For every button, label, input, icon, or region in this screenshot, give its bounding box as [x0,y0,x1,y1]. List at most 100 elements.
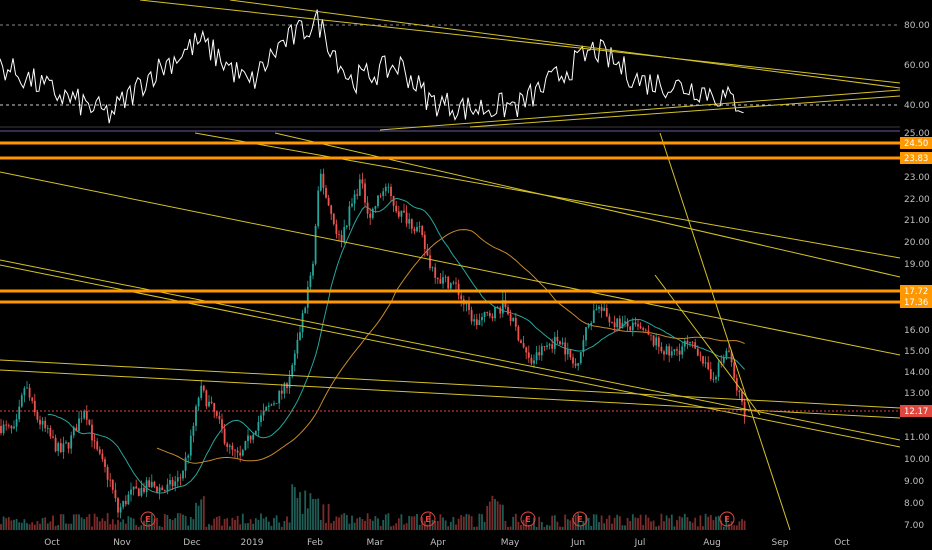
candle-body [392,196,395,206]
earnings-marker[interactable]: E [719,511,735,527]
candle-body [639,326,642,328]
volume-bar [579,526,582,530]
volume-bar [741,519,743,530]
candle-body [93,440,96,442]
candle-body [135,486,138,489]
trendline[interactable] [469,95,901,128]
trendline[interactable] [0,171,901,356]
time-axis-label: May [501,538,520,548]
rsi-scale-label: 60.00 [904,61,930,71]
volume-bar [153,518,156,530]
candle-body [140,487,143,496]
candle-body [369,213,372,218]
trendline[interactable] [659,132,791,531]
volume-bar [475,526,478,530]
volume-bar [124,523,127,530]
volume-bar [31,522,34,530]
trendline[interactable] [0,359,901,409]
candle-body [236,450,239,453]
level-price-tag[interactable] [900,137,932,149]
time-axis-label: Oct [834,538,850,548]
candle-body [18,406,21,420]
volume-bar [452,516,455,530]
level-price-tag[interactable] [900,152,932,164]
trendline[interactable] [379,89,901,131]
volume-bar [145,516,148,530]
price-level-line[interactable] [0,300,900,304]
volume-bar [101,518,104,530]
earnings-marker[interactable]: E [420,511,436,527]
volume-bar [712,520,715,530]
volume-bar [447,526,450,530]
price-axis[interactable]: 80.00 60.00 40.00 25.00 23.00 22.00 21.00 20.00… [900,0,932,550]
candle-body [163,490,166,491]
candle-body [67,442,70,449]
candle-body [109,479,112,481]
candle-body [582,340,585,353]
candle-body [423,234,426,250]
candle-body [371,208,374,218]
earnings-label: E [724,515,729,524]
candle-body [418,226,421,227]
volume-bar [85,517,88,530]
earnings-marker[interactable]: E [520,511,536,527]
volume-bar [127,516,130,530]
volume-bar [169,518,171,530]
current-price-tag[interactable] [900,405,932,417]
candle-body [200,385,203,398]
candle-body [525,347,528,353]
volume-bar [574,515,577,530]
volume-bar [457,518,460,530]
candle-body [226,443,229,447]
candle-body [117,498,119,513]
earnings-label: E [577,515,582,524]
price-level-line[interactable] [0,289,900,293]
candle-body [395,205,398,212]
candle-body [106,466,109,480]
volume-bar [670,514,673,530]
trendline[interactable] [139,0,901,84]
price-level-line[interactable] [0,141,900,145]
price-level-line[interactable] [0,156,900,160]
candle-body [728,350,730,352]
level-price-tag[interactable] [900,296,932,308]
volume-bar [340,514,343,530]
candle-body [353,194,356,204]
candle-body [309,275,312,288]
time-axis-label: Sep [772,538,789,548]
trendline[interactable] [654,274,761,416]
time-axis-label: Mar [367,538,384,548]
time-axis[interactable]: Oct Nov Dec 2019 Feb Mar Apr May Jun Jul Aug Sep Oct [44,538,850,548]
candle-body [187,455,190,458]
candle-body [397,211,400,217]
candle-body [488,312,491,317]
earnings-marker[interactable]: E [572,511,588,527]
candle-body [335,224,338,235]
volume-bar [226,518,229,530]
volume-bar [696,526,699,530]
trendline[interactable] [0,264,901,448]
candle-body [686,340,689,344]
volume-bar [158,525,161,530]
volume-bar [111,519,114,530]
candle-body [72,427,75,436]
volume-bar [205,526,208,530]
volume-bar [200,499,203,530]
volume-bar [481,514,483,530]
candle-body [699,355,702,357]
candle-body [39,419,41,425]
candle-body [231,445,234,450]
candle-body [478,320,481,326]
trendline[interactable] [0,369,901,419]
volume-bar [369,519,372,530]
trendlines[interactable] [0,0,901,531]
horizontal-levels[interactable] [0,141,900,412]
volume-bar [382,519,385,530]
trendline[interactable] [229,0,901,89]
candle-body [642,327,645,330]
earnings-marker[interactable]: E [140,511,156,527]
level-price-tag[interactable] [900,285,932,297]
